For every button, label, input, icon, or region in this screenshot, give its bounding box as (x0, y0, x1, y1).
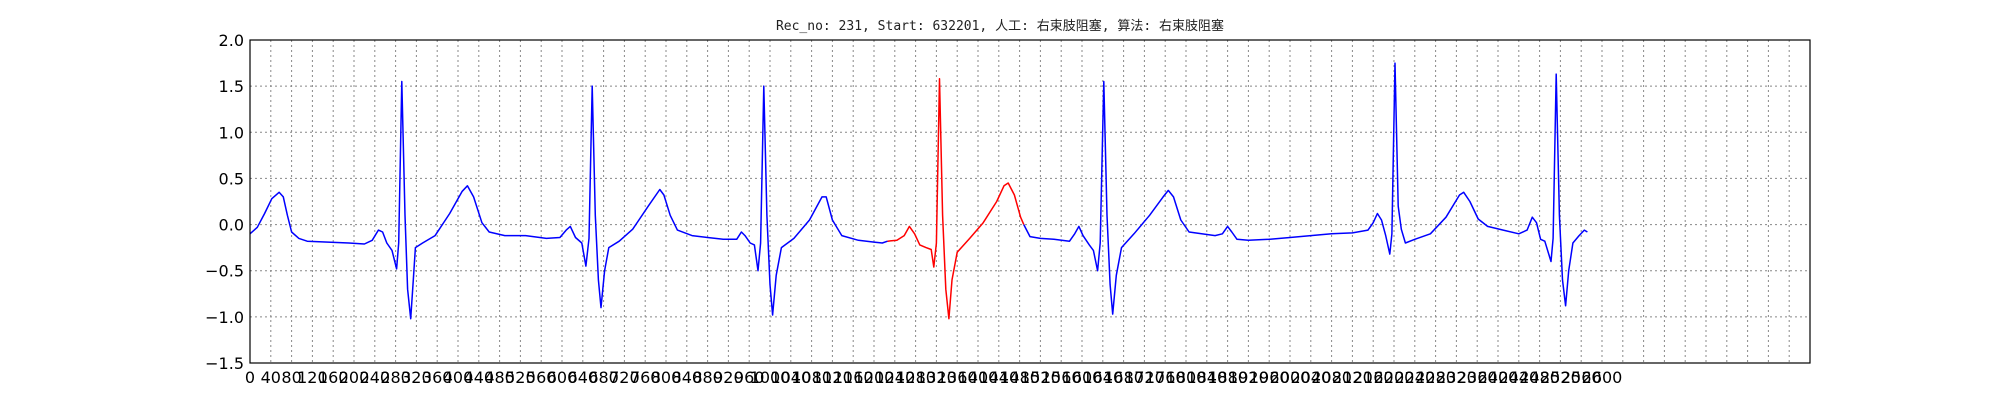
x-tick-label: 600 (547, 368, 578, 387)
y-tick-label: 1.5 (219, 77, 244, 96)
grid-lines (250, 40, 1810, 363)
ecg-series-line (1023, 62, 1588, 315)
x-tick-label: 1360 (937, 368, 978, 387)
x-tick-label: 2560 (1561, 368, 1602, 387)
x-tick-label: 1120 (812, 368, 853, 387)
y-tick-label: −1.5 (205, 354, 244, 373)
x-tick-label: 720 (609, 368, 640, 387)
x-tick-label: 1480 (999, 368, 1040, 387)
y-tick-label: −1.0 (205, 308, 244, 327)
x-tick-label: 40 (261, 368, 281, 387)
x-tick-label: 1080 (791, 368, 832, 387)
x-tick-label: 120 (297, 368, 328, 387)
x-tick-label: 1440 (978, 368, 1019, 387)
y-axis-ticks: 2.0 1.5 1.0 0.5 0.0 −0.5 −1.0 −1.5 (205, 31, 244, 373)
x-tick-label: 2080 (1311, 368, 1352, 387)
x-tick-label: 1280 (895, 368, 936, 387)
x-tick-label: 1880 (1207, 368, 1248, 387)
x-tick-label: 0 (245, 368, 255, 387)
x-tick-label: 800 (651, 368, 682, 387)
x-tick-label: 1760 (1145, 368, 1186, 387)
y-tick-label: 0.5 (219, 169, 244, 188)
x-tick-label: 920 (713, 368, 744, 387)
x-tick-label: 2320 (1436, 368, 1477, 387)
x-tick-label: 2000 (1270, 368, 1311, 387)
x-tick-label: 360 (422, 368, 453, 387)
x-tick-label: 1000 (750, 368, 791, 387)
x-tick-label: 2520 (1540, 368, 1581, 387)
plot-frame (249, 39, 1811, 364)
y-tick-label: 2.0 (219, 31, 244, 50)
x-tick-label: 1240 (874, 368, 915, 387)
x-tick-label: 280 (380, 368, 411, 387)
x-tick-label: 840 (672, 368, 703, 387)
x-tick-label: 640 (568, 368, 599, 387)
ecg-series-line (887, 78, 1025, 320)
y-tick-label: 1.0 (219, 123, 244, 142)
chart-title: Rec_no: 231, Start: 632201, 人工: 右束肢阻塞, 算… (776, 18, 1224, 34)
x-tick-label: 400 (443, 368, 474, 387)
x-tick-label: 2360 (1457, 368, 1498, 387)
x-tick-label: 1160 (833, 368, 874, 387)
x-tick-label: 1680 (1103, 368, 1144, 387)
x-tick-label: 480 (484, 368, 515, 387)
x-tick-label: 2160 (1353, 368, 1394, 387)
x-tick-label: 2600 (1582, 368, 1623, 387)
x-tick-label: 2200 (1374, 368, 1415, 387)
x-tick-label: 1960 (1249, 368, 1290, 387)
x-tick-label: 2400 (1478, 368, 1519, 387)
x-tick-label: 200 (339, 368, 370, 387)
x-tick-label: 680 (588, 368, 619, 387)
x-tick-label: 1040 (770, 368, 811, 387)
x-tick-label: 1600 (1062, 368, 1103, 387)
x-tick-label: 2480 (1519, 368, 1560, 387)
x-tick-label: 1840 (1186, 368, 1227, 387)
x-tick-label: 1920 (1228, 368, 1269, 387)
x-tick-label: 960 (734, 368, 765, 387)
x-tick-label: 2440 (1498, 368, 1539, 387)
x-tick-label: 2120 (1332, 368, 1373, 387)
x-tick-label: 1520 (1020, 368, 1061, 387)
x-tick-label: 560 (526, 368, 557, 387)
x-tick-label: 2280 (1415, 368, 1456, 387)
x-tick-label: 880 (692, 368, 723, 387)
y-tick-label: 0.0 (219, 216, 244, 235)
x-tick-label: 2240 (1394, 368, 1435, 387)
x-tick-label: 1640 (1082, 368, 1123, 387)
x-tick-label: 1200 (854, 368, 895, 387)
x-axis-ticks: 0 40 8012016020024028032036040044048052056… (245, 368, 1622, 387)
y-tick-label: −0.5 (205, 262, 244, 281)
x-tick-label: 440 (464, 368, 495, 387)
x-tick-label: 1800 (1166, 368, 1207, 387)
x-tick-label: 1720 (1124, 368, 1165, 387)
x-tick-label: 760 (630, 368, 661, 387)
x-tick-label: 240 (360, 368, 391, 387)
x-tick-label: 160 (318, 368, 349, 387)
x-tick-label: 1320 (916, 368, 957, 387)
x-tick-label: 320 (401, 368, 432, 387)
ecg-trace (249, 62, 1588, 320)
x-tick-label: 520 (505, 368, 536, 387)
x-tick-label: 80 (281, 368, 301, 387)
x-tick-label: 2040 (1290, 368, 1331, 387)
x-tick-label: 1400 (958, 368, 999, 387)
ecg-series-line (249, 80, 888, 320)
x-tick-label: 1560 (1041, 368, 1082, 387)
